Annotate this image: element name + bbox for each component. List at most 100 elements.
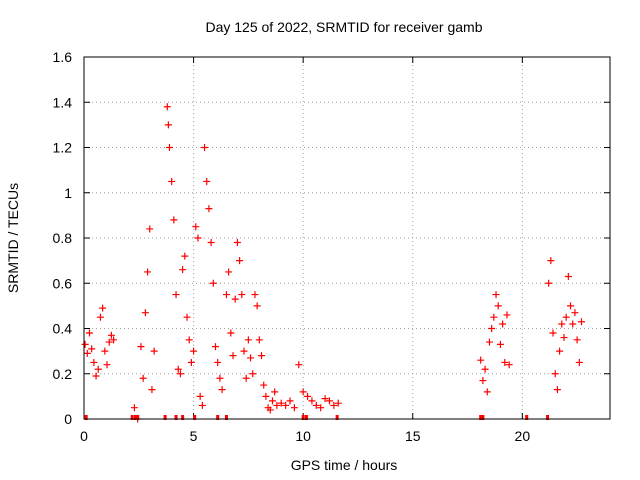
data-point	[499, 320, 507, 328]
data-point	[481, 365, 489, 373]
zero-marker	[546, 415, 550, 420]
zero-marker	[134, 415, 138, 420]
data-point	[277, 399, 285, 407]
data-point	[148, 386, 156, 394]
data-point	[492, 291, 500, 299]
axis-ticks: 0 0.2 0.4 0.6 0.8 1 1.2 1.4 1.6 0 5 10 15 20	[53, 49, 610, 444]
data-point	[573, 336, 581, 344]
y-tick-label: 1	[64, 185, 72, 201]
data-point	[179, 266, 187, 274]
data-point	[560, 334, 568, 342]
data-point	[174, 365, 182, 373]
y-tick-label: 0.2	[53, 366, 73, 382]
data-point	[262, 392, 270, 400]
data-point	[255, 336, 263, 344]
data-point	[99, 304, 107, 312]
data-point	[304, 392, 312, 400]
data-point	[249, 370, 257, 378]
data-point	[503, 311, 511, 319]
data-point	[146, 225, 154, 233]
data-point	[299, 388, 307, 396]
data-point	[564, 272, 572, 280]
data-point	[218, 386, 226, 394]
data-point	[130, 404, 138, 412]
data-point	[181, 252, 189, 260]
data-point	[549, 329, 557, 337]
zero-marker	[525, 415, 529, 420]
zero-marker	[136, 415, 140, 420]
data-point	[233, 239, 241, 247]
data-point	[170, 216, 178, 224]
data-point	[494, 302, 502, 310]
y-tick-label: 0.4	[53, 321, 73, 337]
data-point	[556, 347, 564, 355]
data-point	[196, 392, 204, 400]
data-point	[260, 381, 268, 389]
zero-marker	[224, 415, 228, 420]
data-point	[558, 320, 566, 328]
data-point	[141, 309, 149, 317]
zero-marker	[130, 415, 134, 420]
data-point	[551, 370, 559, 378]
data-point	[139, 374, 147, 382]
data-point	[308, 397, 316, 405]
y-tick-label: 1.4	[53, 94, 73, 110]
data-point	[325, 397, 333, 405]
data-point	[168, 177, 176, 185]
x-axis-label: GPS time / hours	[291, 457, 398, 473]
data-point	[286, 397, 294, 405]
data-point	[282, 401, 290, 409]
data-point	[505, 361, 513, 369]
data-point	[238, 291, 246, 299]
plot-frame	[83, 56, 611, 420]
data-points	[81, 103, 586, 423]
data-point	[271, 388, 279, 396]
data-point	[187, 358, 195, 366]
data-point	[229, 352, 237, 360]
data-point	[253, 302, 261, 310]
data-point	[578, 318, 586, 326]
data-point	[205, 205, 213, 213]
data-point	[240, 347, 248, 355]
data-point	[88, 345, 96, 353]
zero-marker	[181, 415, 185, 420]
zero-marker	[479, 415, 483, 420]
data-point	[242, 374, 250, 382]
data-point	[244, 336, 252, 344]
data-point	[258, 352, 266, 360]
data-point	[490, 313, 498, 321]
data-point	[501, 358, 509, 366]
data-point	[110, 336, 118, 344]
zero-marker	[301, 415, 305, 420]
data-point	[266, 406, 274, 414]
data-point	[163, 103, 171, 111]
data-point	[92, 372, 100, 380]
data-point	[212, 343, 219, 351]
data-point	[103, 361, 111, 369]
zero-marker	[193, 415, 197, 420]
data-point	[485, 338, 493, 346]
data-point	[222, 291, 230, 299]
data-point	[225, 268, 233, 276]
data-point	[479, 377, 487, 385]
data-point	[185, 336, 193, 344]
data-point	[201, 144, 209, 151]
data-point	[216, 374, 224, 382]
data-point	[330, 401, 338, 409]
data-point	[321, 395, 329, 403]
data-point	[207, 239, 215, 247]
zero-marker	[84, 415, 88, 420]
x-tick-label: 15	[405, 428, 421, 444]
y-tick-label: 1.2	[53, 140, 73, 156]
data-point	[571, 309, 579, 317]
data-point	[553, 386, 561, 394]
data-point	[483, 388, 491, 396]
data-point	[295, 361, 303, 369]
data-point	[81, 340, 89, 348]
data-point	[227, 329, 235, 337]
y-tick-label: 0.6	[53, 275, 73, 291]
zero-marker	[304, 415, 308, 420]
data-point	[85, 329, 93, 337]
data-point	[562, 313, 570, 321]
data-point	[203, 177, 211, 185]
